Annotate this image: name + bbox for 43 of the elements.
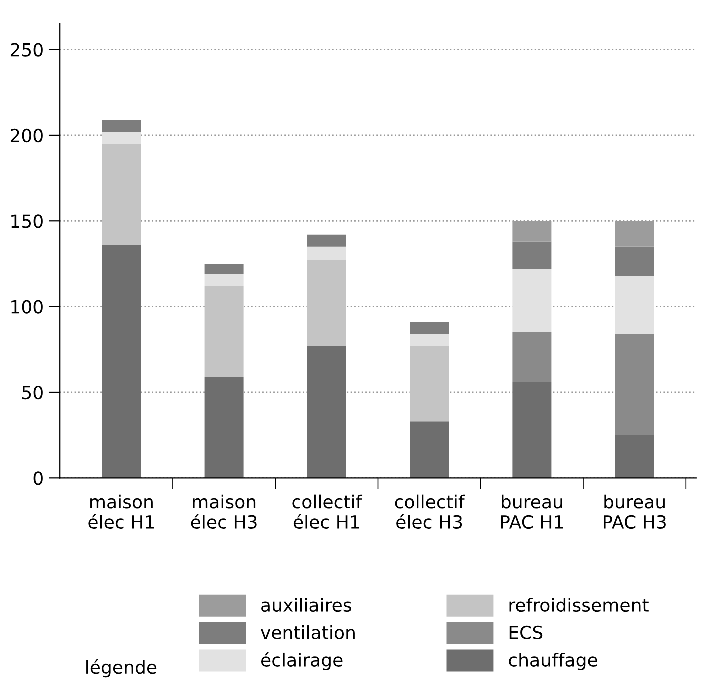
bar bbox=[307, 234, 346, 247]
bar bbox=[410, 334, 450, 346]
x-tick-label: bureau PAC H1 bbox=[501, 494, 564, 530]
y-tick-label: 100 bbox=[12, 300, 43, 314]
bar bbox=[102, 132, 142, 144]
bar bbox=[307, 260, 346, 346]
bar bbox=[204, 286, 244, 378]
bar bbox=[410, 422, 450, 478]
bar bbox=[102, 245, 142, 478]
x-tick-label: maison élec H3 bbox=[191, 494, 257, 530]
bar bbox=[615, 435, 654, 478]
y-tick-label: 0 bbox=[34, 472, 43, 486]
bar bbox=[615, 276, 654, 334]
bar bbox=[615, 334, 654, 436]
legend-label: refroidissement bbox=[510, 598, 649, 612]
x-tick-label: maison élec H1 bbox=[88, 494, 154, 530]
legend-label: ECS bbox=[510, 626, 543, 640]
bar bbox=[307, 246, 346, 261]
bar bbox=[512, 382, 552, 478]
legend-label: ventilation bbox=[261, 626, 355, 640]
bar bbox=[204, 274, 244, 286]
y-tick-label: 200 bbox=[10, 128, 43, 143]
bar bbox=[102, 144, 142, 246]
bar bbox=[512, 332, 552, 382]
legend-label: éclairage bbox=[261, 652, 343, 670]
x-tick-label: bureau PAC H3 bbox=[604, 494, 666, 530]
y-tick-label: 50 bbox=[22, 386, 43, 400]
legend-title: légende bbox=[86, 659, 157, 678]
y-tick-label: 250 bbox=[10, 43, 43, 57]
bar bbox=[204, 377, 244, 478]
bar bbox=[512, 269, 552, 333]
bar bbox=[615, 246, 654, 276]
bar bbox=[410, 322, 450, 334]
bar bbox=[307, 346, 346, 478]
bar bbox=[204, 264, 244, 274]
legend-label: chauffage bbox=[509, 652, 598, 670]
y-tick-label: 150 bbox=[12, 214, 43, 228]
bar bbox=[512, 242, 552, 270]
bar bbox=[410, 346, 450, 422]
legend-label: auxiliaires bbox=[262, 598, 352, 612]
bar bbox=[102, 120, 142, 132]
x-tick-label: collectif élec H3 bbox=[395, 494, 466, 530]
x-tick-label: collectif élec H1 bbox=[292, 494, 363, 530]
